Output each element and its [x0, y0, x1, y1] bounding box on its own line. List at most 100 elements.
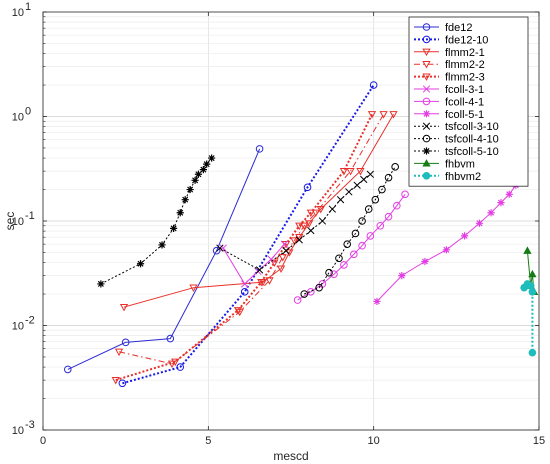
data-point: [282, 247, 290, 255]
data-point: [487, 209, 495, 217]
data-point: [216, 244, 224, 252]
legend-item: tsfcoll-5-10: [414, 146, 499, 158]
legend-label: fcoll-5-1: [445, 109, 484, 121]
data-point: [315, 283, 323, 292]
legend-marker: [422, 85, 431, 93]
data-point: [119, 303, 129, 312]
legend-item: fcoll-3-1: [414, 84, 484, 96]
legend-marker: [422, 110, 431, 118]
data-point: [233, 307, 243, 315]
data-point: [360, 175, 368, 184]
legend-label: flmm2-3: [445, 72, 485, 84]
data-point: [300, 222, 309, 231]
data-point: [295, 222, 304, 231]
legend-marker: [422, 147, 431, 155]
y-tick-label: 10: [12, 425, 24, 437]
data-point: [401, 190, 409, 199]
y-tick-exponent: -1: [25, 210, 35, 222]
x-ticks: 0 5 10 15: [40, 12, 545, 447]
data-point: [391, 163, 399, 171]
data-point: [293, 296, 302, 304]
legend-label: fcoll-3-1: [445, 84, 484, 96]
data-point: [307, 226, 315, 235]
data-point: [267, 255, 275, 263]
data-point: [328, 205, 336, 213]
legend-marker: [422, 73, 431, 81]
data-point: [303, 183, 312, 192]
legend-marker: [422, 122, 431, 130]
legend-label: fde12: [445, 22, 473, 34]
y-tick-exponent: -2: [25, 315, 35, 327]
legend-item: fcoll-5-1: [414, 109, 484, 121]
data-point: [171, 358, 180, 367]
data-point: [219, 244, 227, 252]
data-point: [393, 201, 401, 210]
data-point: [376, 221, 385, 230]
data-point: [526, 281, 535, 290]
data-point: [64, 365, 72, 374]
data-point: [136, 260, 145, 268]
x-tick-label: 10: [368, 435, 380, 447]
data-point: [240, 288, 249, 296]
data-point: [339, 168, 349, 176]
legend-label: fhbvm2: [445, 171, 481, 183]
data-point: [97, 280, 105, 288]
data-point: [311, 209, 320, 218]
data-point: [208, 154, 216, 162]
data-point: [461, 232, 469, 240]
data-point: [257, 278, 266, 287]
data-point: [384, 212, 393, 221]
legend-item: flmm2-3: [414, 72, 485, 84]
data-point: [505, 190, 513, 198]
series-line: [376, 184, 517, 302]
data-point: [345, 188, 353, 196]
legend-item: fhbvm2: [414, 171, 481, 183]
data-point: [255, 266, 264, 274]
legend-item: flmm2-2: [414, 59, 485, 71]
data-point: [118, 379, 127, 388]
data-point: [176, 209, 184, 217]
data-point: [350, 250, 358, 259]
data-point: [186, 185, 194, 194]
data-point: [290, 237, 299, 245]
legend-label: tsfcoll-5-10: [445, 146, 499, 158]
data-point: [421, 257, 429, 266]
series-tsfcoll-4-10: [300, 163, 399, 298]
legend-marker: [422, 61, 431, 69]
legend-item: flmm2-1: [414, 47, 485, 59]
data-point: [442, 246, 451, 254]
data-point: [194, 170, 203, 178]
data-point: [265, 277, 274, 285]
data-point: [497, 198, 505, 207]
series-line: [67, 148, 261, 370]
y-tick-label: 10: [12, 216, 24, 228]
data-point: [212, 246, 221, 255]
data-point: [121, 338, 130, 347]
data-point: [351, 229, 360, 238]
data-point: [371, 195, 380, 204]
data-point: [369, 81, 378, 89]
data-point: [270, 259, 279, 267]
series-fde12-10: [118, 81, 378, 388]
legend-item: fhbvm: [414, 158, 475, 170]
data-point: [528, 348, 537, 357]
legend-label: tsfcoll-4-10: [445, 134, 499, 146]
data-point: [176, 363, 185, 371]
data-point: [335, 254, 343, 263]
data-point: [276, 265, 286, 273]
data-point: [111, 377, 120, 385]
data-point: [170, 224, 178, 232]
legend-label: fde12-10: [445, 34, 488, 46]
data-point: [528, 288, 537, 296]
series-line: [122, 84, 375, 385]
data-point: [346, 168, 355, 176]
data-point: [166, 334, 175, 343]
y-tick-exponent: 1: [25, 1, 31, 13]
x-tick-label: 15: [533, 435, 545, 447]
legend-marker: [422, 172, 431, 180]
y-tick-exponent: 0: [25, 106, 31, 118]
data-point: [356, 168, 365, 176]
data-point: [318, 217, 327, 225]
data-point: [373, 297, 381, 306]
